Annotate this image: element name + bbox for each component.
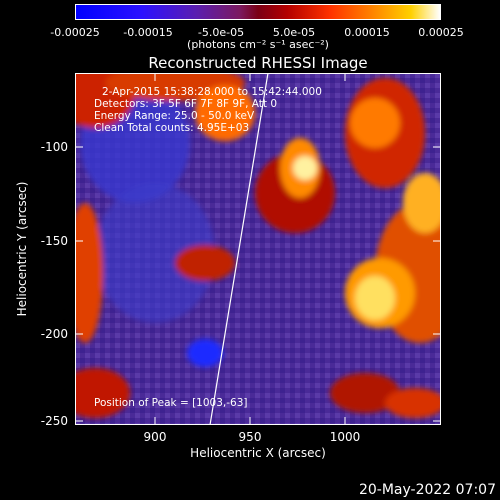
- plot-date: 20-May-2022 07:07: [358, 482, 496, 498]
- emission-regions: [75, 73, 441, 418]
- plot-title: Reconstructed RHESSI Image: [148, 54, 368, 72]
- colorbar-units: (photons cm⁻² s⁻¹ asec⁻²): [187, 38, 329, 51]
- colorbar: [75, 4, 441, 20]
- x-tick-label: 1000: [329, 430, 361, 444]
- image-plot: [75, 73, 441, 425]
- x-tick-label: 950: [238, 430, 262, 444]
- solar-limb-line: [209, 73, 269, 425]
- colorbar-tick-label: -0.00015: [123, 26, 173, 39]
- y-tick-label: -100: [40, 140, 68, 154]
- colorbar-tick-label: 0.00015: [344, 26, 390, 39]
- y-tick-label: -150: [40, 234, 68, 248]
- info-clean-counts: Clean Total counts: 4.95E+03: [94, 122, 250, 134]
- peak-position-label: Position of Peak = [1003,-63]: [94, 397, 248, 409]
- colorbar-tick-label: 0.00025: [418, 26, 464, 39]
- x-axis-label: Heliocentric X (arcsec): [190, 446, 326, 460]
- info-detectors: Detectors: 3F 5F 6F 7F 8F 9F, Att 0: [94, 98, 278, 110]
- colorbar-tick-label: -5.0e-05: [197, 26, 245, 39]
- info-energy-range: Energy Range: 25.0 - 50.0 keV: [94, 110, 255, 122]
- y-tick-label: -200: [40, 327, 68, 341]
- y-axis-label: Heliocentric Y (arcsec): [15, 181, 29, 317]
- colorbar-tick-label: -0.00025: [50, 26, 100, 39]
- info-time-range: 2-Apr-2015 15:38:28.000 to 15:42:44.000: [102, 86, 322, 98]
- plot-frame: [75, 73, 441, 425]
- axis-ticks: [75, 73, 441, 425]
- y-tick-label: -250: [40, 414, 68, 428]
- x-tick-label: 900: [143, 430, 167, 444]
- colorbar-tick-label: 5.0e-05: [272, 26, 316, 39]
